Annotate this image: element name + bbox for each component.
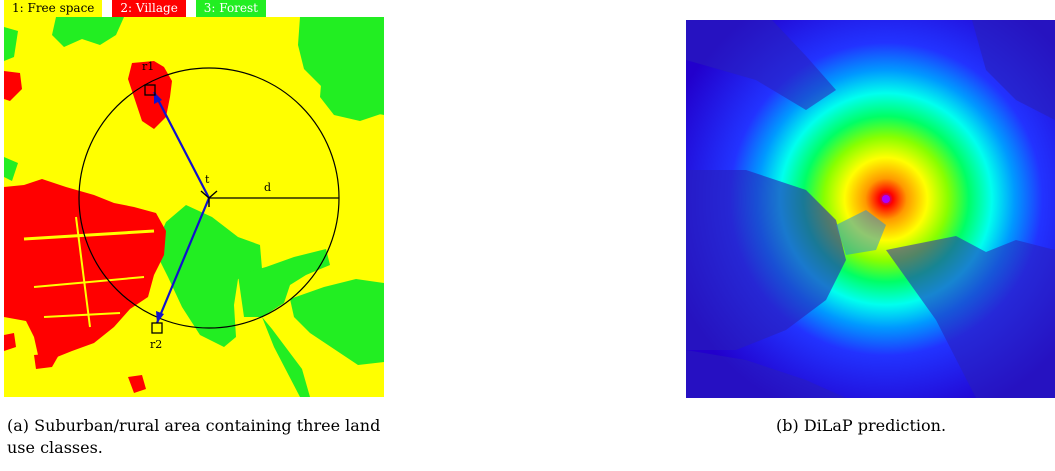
- caption-a: (a) Suburban/rural area containing three…: [7, 416, 381, 457]
- label-d: d: [264, 181, 271, 194]
- caption-b: (b) DiLaP prediction.: [776, 416, 947, 435]
- land-use-map: r1 r2 t d: [4, 17, 384, 397]
- label-r2: r2: [150, 338, 162, 351]
- legend-village: 2: Village: [112, 0, 186, 17]
- legend-free-space: 1: Free space: [4, 0, 103, 17]
- legend-forest: 3: Forest: [195, 0, 267, 17]
- label-t: t: [205, 173, 210, 186]
- land-use-legend: 1: Free space 2: Village 3: Forest: [4, 0, 276, 17]
- label-r1: r1: [142, 60, 154, 73]
- dilap-prediction-heatmap: [686, 20, 1055, 398]
